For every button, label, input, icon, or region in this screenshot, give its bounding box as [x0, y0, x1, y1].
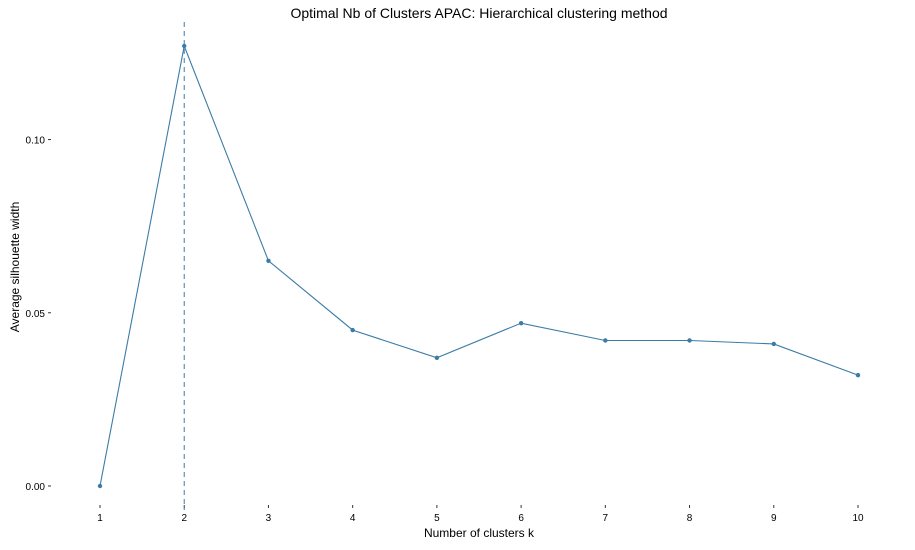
- x-tick-label: 7: [603, 513, 609, 524]
- series-layer: [97, 43, 861, 489]
- x-axis-label: Number of clusters k: [424, 526, 535, 540]
- data-point: [771, 341, 776, 347]
- data-point: [603, 338, 608, 343]
- x-axis-ticks: 1 2 3 4 5 6 7 8 9 10: [97, 505, 864, 524]
- x-tick-label: 3: [266, 513, 272, 524]
- x-tick-label: 4: [350, 513, 356, 524]
- data-point: [182, 43, 187, 49]
- data-point: [266, 258, 271, 264]
- data-point: [434, 355, 440, 361]
- y-tick-label: 0.05: [26, 309, 46, 320]
- y-tick-label: 0.00: [26, 482, 46, 493]
- x-tick-label: 6: [518, 513, 524, 524]
- x-tick-label: 5: [434, 513, 440, 524]
- x-tick-label: 2: [181, 513, 187, 524]
- series-line: [99, 44, 859, 487]
- y-axis-label: Average silhouette width: [8, 202, 22, 333]
- y-tick-label: 0.10: [26, 136, 46, 147]
- x-tick-label: 1: [97, 513, 103, 524]
- x-tick-label: 8: [687, 513, 693, 524]
- data-point: [97, 483, 103, 489]
- x-tick-label: 9: [771, 513, 777, 524]
- chart-title: Optimal Nb of Clusters APAC: Hierarchica…: [290, 5, 667, 21]
- data-point: [350, 327, 355, 333]
- data-point: [687, 338, 692, 343]
- y-axis-ticks: 0.00 0.05 0.10: [26, 136, 51, 493]
- x-tick-label: 10: [852, 513, 864, 524]
- data-point: [855, 372, 861, 378]
- data-point: [518, 320, 524, 326]
